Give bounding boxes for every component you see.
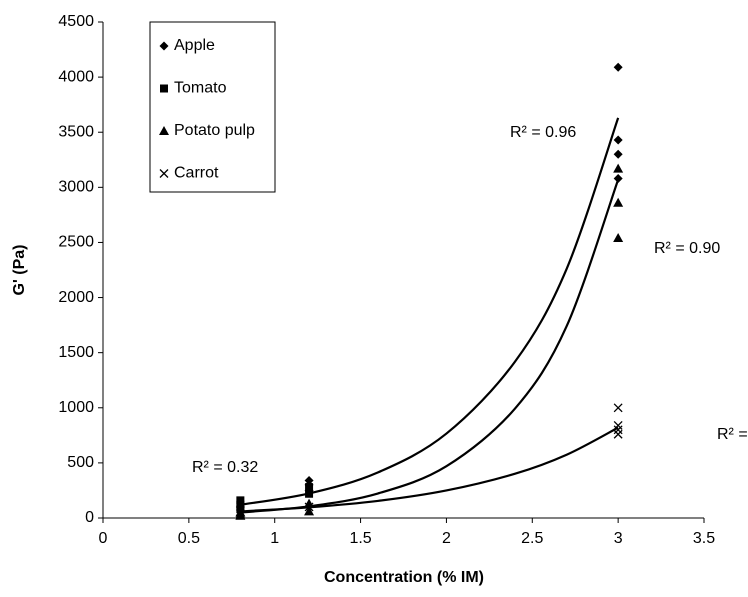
y-tick-label: 500 xyxy=(67,454,94,471)
y-tick-label: 1000 xyxy=(58,399,94,416)
legend-marker xyxy=(160,84,168,93)
trendline xyxy=(240,426,619,513)
annotation: R² = 0.90 xyxy=(654,240,720,257)
x-tick-label: 1.5 xyxy=(349,530,371,547)
point xyxy=(613,403,623,413)
point xyxy=(613,135,623,145)
annotation: R² = 0.93 xyxy=(717,426,748,443)
trendline xyxy=(240,117,620,506)
y-tick-label: 4000 xyxy=(58,68,94,85)
y-tick-label: 2500 xyxy=(58,234,94,251)
annotation: R² = 0.96 xyxy=(510,124,576,141)
point xyxy=(236,496,245,505)
y-tick-label: 4500 xyxy=(58,13,94,30)
point xyxy=(235,510,246,520)
point xyxy=(304,498,315,508)
annotation: R² = 0.32 xyxy=(192,459,258,476)
point xyxy=(613,62,623,72)
legend-label: Tomato xyxy=(174,80,227,97)
legend-marker xyxy=(159,126,169,135)
x-tick-label: 3.5 xyxy=(693,530,715,547)
point xyxy=(305,489,314,498)
legend-marker xyxy=(159,41,169,51)
legend-label: Carrot xyxy=(174,165,219,182)
point xyxy=(613,149,623,159)
y-axis-title: G' (Pa) xyxy=(11,245,28,296)
x-tick-label: 0.5 xyxy=(178,530,200,547)
legend-label: Apple xyxy=(174,37,215,54)
trendline xyxy=(240,179,620,514)
y-tick-label: 2000 xyxy=(58,289,94,306)
y-tick-label: 3500 xyxy=(58,123,94,140)
legend-marker xyxy=(159,169,169,178)
point xyxy=(304,502,314,512)
point xyxy=(305,483,314,492)
point xyxy=(613,174,623,184)
y-tick-label: 3000 xyxy=(58,179,94,196)
point xyxy=(613,429,623,439)
point xyxy=(236,500,245,509)
point xyxy=(304,506,315,516)
y-tick-label: 1500 xyxy=(58,344,94,361)
legend-label: Potato pulp xyxy=(174,122,255,139)
x-tick-label: 1 xyxy=(270,530,279,547)
point xyxy=(613,425,623,435)
point xyxy=(613,233,624,243)
x-tick-label: 2.5 xyxy=(521,530,543,547)
x-tick-label: 3 xyxy=(614,530,623,547)
y-tick-label: 0 xyxy=(85,509,94,526)
point xyxy=(613,420,623,430)
point xyxy=(613,163,624,173)
point xyxy=(613,197,624,207)
point xyxy=(235,509,245,519)
x-axis-title: Concentration (% IM) xyxy=(324,569,484,586)
legend-box xyxy=(149,21,276,193)
x-tick-label: 2 xyxy=(442,530,451,547)
x-tick-label: 0 xyxy=(99,530,108,547)
